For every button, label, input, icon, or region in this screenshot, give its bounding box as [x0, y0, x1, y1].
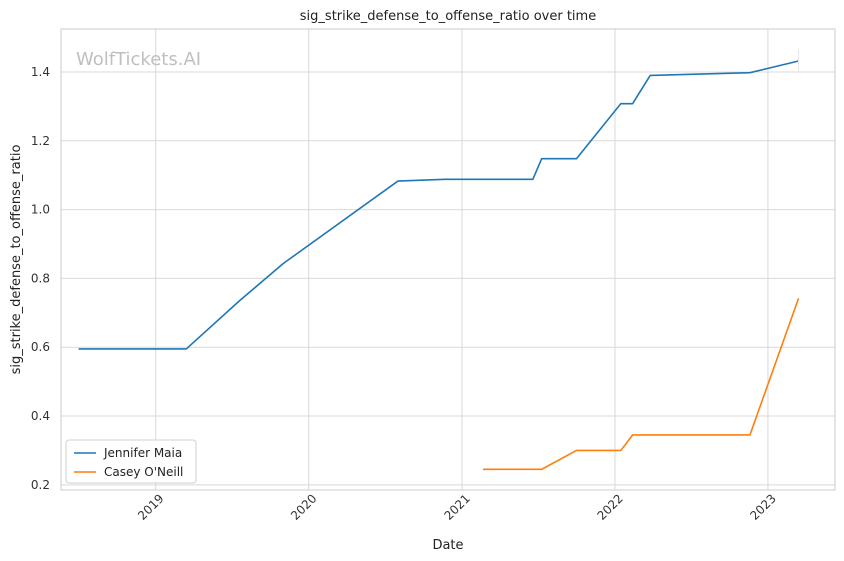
x-tick-label: 2019 [135, 491, 166, 522]
x-axis-label: Date [432, 538, 463, 553]
x-tick-label: 2020 [288, 491, 319, 522]
y-tick-label: 0.4 [31, 409, 50, 423]
y-tick-label: 0.6 [31, 340, 50, 354]
x-tick-label: 2021 [441, 491, 472, 522]
y-tick-label: 1.2 [31, 134, 50, 148]
legend: Jennifer Maia Casey O'Neill [65, 439, 197, 484]
legend-label: Casey O'Neill [104, 465, 183, 479]
watermark: WolfTickets.AI [76, 49, 201, 70]
legend-label: Jennifer Maia [103, 446, 182, 460]
y-axis-ticks: 0.2 0.4 0.6 0.8 1.0 1.2 1.4 [31, 65, 50, 492]
x-tick-label: 2022 [594, 491, 625, 522]
y-tick-label: 1.4 [31, 65, 50, 79]
y-axis-label: sig_strike_defense_to_offense_ratio [9, 145, 24, 375]
plot-frame [60, 28, 836, 491]
y-tick-label: 0.2 [31, 478, 50, 492]
x-axis-ticks: 2019 2020 2021 2022 2023 [135, 491, 779, 522]
series-layer [78, 48, 800, 471]
y-tick-label: 1.0 [31, 203, 50, 217]
chart-title: sig_strike_defense_to_offense_ratio over… [300, 9, 596, 24]
y-tick-label: 0.8 [31, 271, 50, 285]
grid-layer [61, 29, 835, 490]
series-line-1 [78, 60, 799, 350]
x-tick-label: 2023 [747, 491, 778, 522]
legend-box [65, 439, 197, 484]
series-line-2 [482, 298, 800, 471]
